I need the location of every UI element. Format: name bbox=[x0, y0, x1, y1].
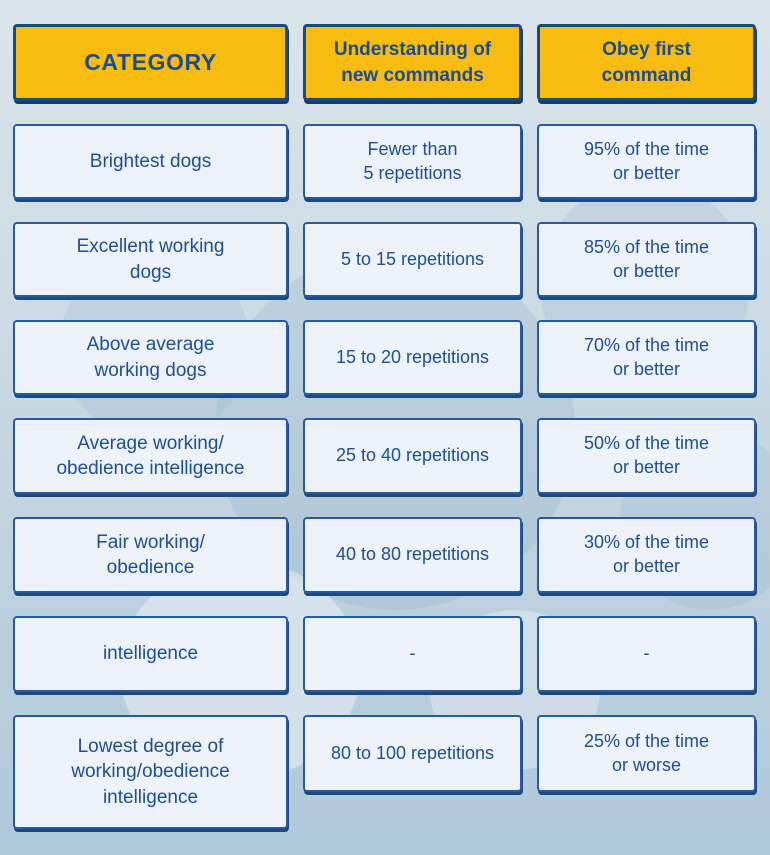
cell-r2-understanding-text: 5 to 15 repetitions bbox=[340, 248, 485, 269]
cell-r4-obey: 50% of the time or better bbox=[537, 418, 756, 494]
cell-r3-understanding: 15 to 20 repetitions bbox=[303, 320, 522, 395]
cell-r6-obey: - bbox=[537, 616, 756, 692]
cell-r3-understanding-text: 15 to 20 repetitions bbox=[335, 346, 490, 367]
cell-r7-obey-text: 25% of the time or worse bbox=[583, 730, 710, 775]
cell-r7-category-text: Lowest degree of working/obedience intel… bbox=[71, 736, 230, 808]
cell-r2-category-text: Excellent working dogs bbox=[76, 236, 225, 283]
cell-r2-understanding: 5 to 15 repetitions bbox=[303, 222, 522, 297]
column-header-obey-label: Obey first command bbox=[601, 39, 692, 86]
cell-r2-category: Excellent working dogs bbox=[13, 222, 288, 297]
cell-r1-understanding: Fewer than 5 repetitions bbox=[303, 124, 522, 199]
cell-r4-understanding: 25 to 40 repetitions bbox=[303, 418, 522, 494]
cell-r4-obey-text: 50% of the time or better bbox=[583, 433, 710, 477]
column-header-category-label: CATEGORY bbox=[84, 49, 217, 76]
cell-r5-obey: 30% of the time or better bbox=[537, 517, 756, 593]
cell-r1-category: Brightest dogs bbox=[13, 124, 288, 199]
cell-r7-obey: 25% of the time or worse bbox=[537, 715, 756, 792]
column-header-understanding: Understanding of new commands bbox=[303, 24, 522, 101]
cell-r5-obey-text: 30% of the time or better bbox=[583, 532, 710, 576]
cell-r4-understanding-text: 25 to 40 repetitions bbox=[335, 445, 490, 466]
cell-r2-obey-text: 85% of the time or better bbox=[583, 236, 710, 281]
cell-r5-category-text: Fair working/ obedience bbox=[96, 531, 205, 578]
cell-r1-category-text: Brightest dogs bbox=[89, 150, 212, 172]
cell-r6-understanding-text: - bbox=[409, 643, 416, 664]
cell-r1-obey-text: 95% of the time or better bbox=[583, 138, 710, 183]
cell-r5-understanding: 40 to 80 repetitions bbox=[303, 517, 522, 593]
cell-r6-obey-text: - bbox=[643, 643, 650, 664]
cell-r3-obey: 70% of the time or better bbox=[537, 320, 756, 395]
cell-r3-obey-text: 70% of the time or better bbox=[583, 334, 710, 379]
cell-r7-understanding: 80 to 100 repetitions bbox=[303, 715, 522, 792]
cell-r2-obey: 85% of the time or better bbox=[537, 222, 756, 297]
cell-r5-category: Fair working/ obedience bbox=[13, 517, 288, 593]
cell-r5-understanding-text: 40 to 80 repetitions bbox=[335, 544, 490, 565]
column-header-obey: Obey first command bbox=[537, 24, 756, 101]
intelligence-table: CATEGORY Understanding of new commands O… bbox=[13, 24, 756, 829]
cell-r6-category-text: intelligence bbox=[102, 643, 199, 665]
cell-r4-category-text: Average working/ obedience intelligence bbox=[56, 432, 245, 479]
cell-r6-category: intelligence bbox=[13, 616, 288, 692]
column-header-category: CATEGORY bbox=[13, 24, 288, 101]
cell-r3-category: Above average working dogs bbox=[13, 320, 288, 395]
cell-r1-obey: 95% of the time or better bbox=[537, 124, 756, 199]
cell-r6-understanding: - bbox=[303, 616, 522, 692]
cell-r1-understanding-text: Fewer than 5 repetitions bbox=[363, 138, 462, 183]
cell-r4-category: Average working/ obedience intelligence bbox=[13, 418, 288, 494]
cell-r7-category: Lowest degree of working/obedience intel… bbox=[13, 715, 288, 829]
column-header-understanding-label: Understanding of new commands bbox=[333, 39, 492, 86]
cell-r3-category-text: Above average working dogs bbox=[86, 334, 215, 381]
cell-r7-understanding-text: 80 to 100 repetitions bbox=[330, 742, 495, 763]
